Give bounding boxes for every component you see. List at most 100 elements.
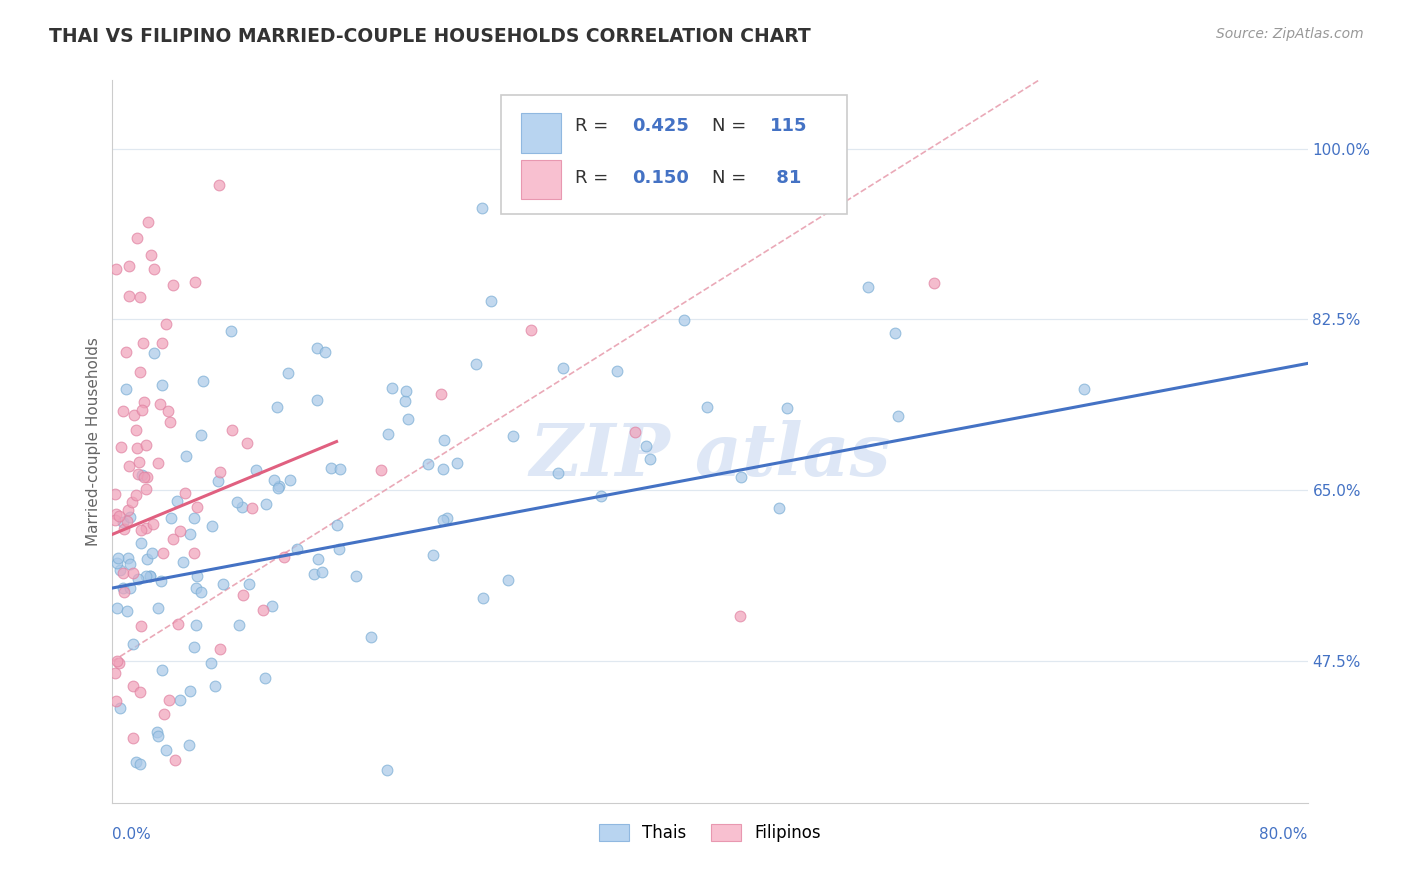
Point (159, 511, 181, 525)
Point (307, 341, 329, 355)
Point (162, 277, 184, 292)
Point (183, 511, 205, 525)
Point (418, 457, 440, 471)
Point (606, 364, 628, 378)
Point (204, 679, 226, 693)
Point (132, 395, 155, 409)
Point (115, 604, 138, 618)
Point (184, 275, 207, 289)
Point (152, 546, 174, 560)
Point (110, 440, 132, 454)
Point (124, 755, 146, 769)
Text: R =: R = (575, 169, 614, 186)
Point (105, 262, 128, 277)
Point (128, 366, 150, 380)
Point (240, 501, 263, 516)
Point (266, 401, 288, 415)
Point (278, 473, 301, 487)
Point (127, 467, 149, 481)
Point (115, 514, 138, 528)
Point (201, 518, 224, 533)
Point (118, 259, 141, 273)
Point (231, 500, 253, 515)
Point (432, 462, 454, 476)
Point (394, 393, 416, 408)
Point (117, 550, 139, 565)
Point (111, 516, 134, 530)
Point (436, 511, 458, 525)
Text: 0.425: 0.425 (633, 117, 689, 135)
Point (111, 566, 134, 581)
Point (118, 458, 141, 473)
Point (1073, 382, 1095, 396)
Point (169, 693, 191, 707)
Point (238, 577, 260, 591)
Point (768, 500, 790, 515)
Point (163, 753, 186, 767)
Point (547, 467, 569, 481)
Text: 80.0%: 80.0% (1260, 827, 1308, 842)
Point (640, 452, 662, 467)
Point (104, 487, 127, 501)
Point (148, 729, 170, 743)
Point (150, 377, 173, 392)
Point (422, 549, 444, 563)
Point (254, 497, 277, 511)
Point (207, 475, 229, 489)
Point (179, 683, 201, 698)
Point (149, 397, 172, 411)
Point (108, 656, 131, 670)
Point (104, 507, 127, 521)
Point (139, 568, 162, 582)
Text: N =: N = (713, 169, 752, 186)
Text: R =: R = (575, 117, 614, 135)
Point (231, 588, 253, 602)
Point (118, 581, 141, 595)
Point (155, 743, 177, 757)
Point (129, 619, 152, 633)
Point (672, 313, 695, 327)
Point (432, 513, 454, 527)
Point (200, 656, 222, 670)
Point (730, 470, 752, 484)
Point (184, 618, 207, 632)
Point (150, 336, 173, 351)
Point (260, 599, 283, 613)
Point (856, 279, 879, 293)
Point (267, 481, 290, 495)
Point (553, 360, 575, 375)
Text: 0.0%: 0.0% (112, 827, 152, 842)
Text: 0.150: 0.150 (633, 169, 689, 186)
Point (172, 555, 194, 569)
Point (329, 462, 352, 476)
Point (125, 231, 148, 245)
Point (122, 566, 145, 581)
Point (112, 582, 135, 596)
Point (104, 694, 127, 708)
Point (433, 433, 456, 447)
Point (307, 552, 329, 566)
Point (285, 542, 308, 557)
Point (105, 654, 128, 668)
Point (129, 290, 152, 304)
Point (370, 463, 392, 477)
Point (776, 401, 799, 416)
Point (394, 384, 416, 398)
Point (135, 521, 157, 535)
Point (277, 366, 299, 380)
Point (728, 609, 751, 624)
Point (471, 591, 494, 606)
Point (636, 439, 658, 453)
Point (502, 428, 524, 442)
Point (209, 641, 232, 656)
Point (190, 427, 212, 442)
Text: Source: ZipAtlas.com: Source: ZipAtlas.com (1216, 27, 1364, 41)
Point (142, 517, 165, 532)
Point (136, 469, 159, 483)
Point (360, 630, 382, 644)
Point (127, 572, 149, 586)
Y-axis label: Married-couple Households: Married-couple Households (86, 337, 101, 546)
Text: 81: 81 (770, 169, 801, 186)
Point (269, 478, 291, 492)
Point (131, 467, 153, 482)
